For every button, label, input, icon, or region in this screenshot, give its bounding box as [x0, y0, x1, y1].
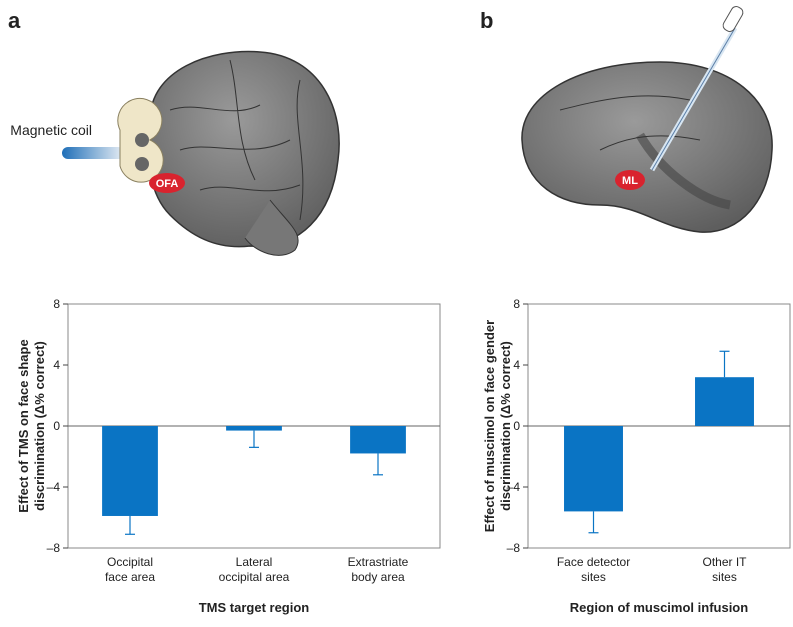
x-tick-label: Other IT: [702, 555, 747, 569]
panel-label: b: [480, 8, 493, 33]
y-axis-title: discrimination (Δ% correct): [498, 341, 513, 511]
x-tick-label: occipital area: [219, 570, 290, 584]
y-axis-title: Effect of TMS on face shape: [16, 339, 31, 512]
illustration-label: Magnetic coil: [10, 122, 92, 138]
x-tick-label: sites: [581, 570, 606, 584]
human-brain-illustration: [147, 50, 340, 256]
x-tick-label: sites: [712, 570, 737, 584]
ofa-marker: [149, 173, 185, 193]
x-tick-label: Occipital: [107, 555, 153, 569]
bar: [226, 426, 282, 431]
magnetic-coil-illustration: [62, 98, 164, 183]
y-tick-label: 0: [53, 419, 60, 433]
x-tick-label: Lateral: [236, 555, 273, 569]
y-tick-label: –8: [47, 541, 61, 555]
x-tick-label: Face detector: [557, 555, 630, 569]
bar: [350, 426, 406, 454]
illustration-label: ML: [622, 175, 638, 187]
y-tick-label: 4: [53, 358, 60, 372]
monkey-brain-illustration: [521, 6, 773, 233]
y-axis-title: discrimination (Δ% correct): [32, 341, 47, 511]
y-tick-label: 8: [513, 297, 520, 311]
y-tick-label: –4: [47, 480, 61, 494]
x-tick-label: face area: [105, 570, 155, 584]
bar: [102, 426, 158, 516]
x-axis-title: Region of muscimol infusion: [570, 600, 748, 615]
x-tick-label: Extrastriate: [348, 555, 409, 569]
y-tick-label: –4: [507, 480, 521, 494]
panel-label: a: [8, 8, 21, 33]
y-tick-label: 8: [53, 297, 60, 311]
y-tick-label: 0: [513, 419, 520, 433]
ml-marker: [615, 170, 645, 190]
y-tick-label: 4: [513, 358, 520, 372]
illustration-label: OFA: [156, 178, 179, 190]
y-axis-title: Effect of muscimol on face gender: [482, 320, 497, 532]
x-axis-title: TMS target region: [199, 600, 310, 615]
bar: [564, 426, 623, 512]
bar: [695, 377, 754, 426]
y-tick-label: –8: [507, 541, 521, 555]
x-tick-label: body area: [351, 570, 405, 584]
